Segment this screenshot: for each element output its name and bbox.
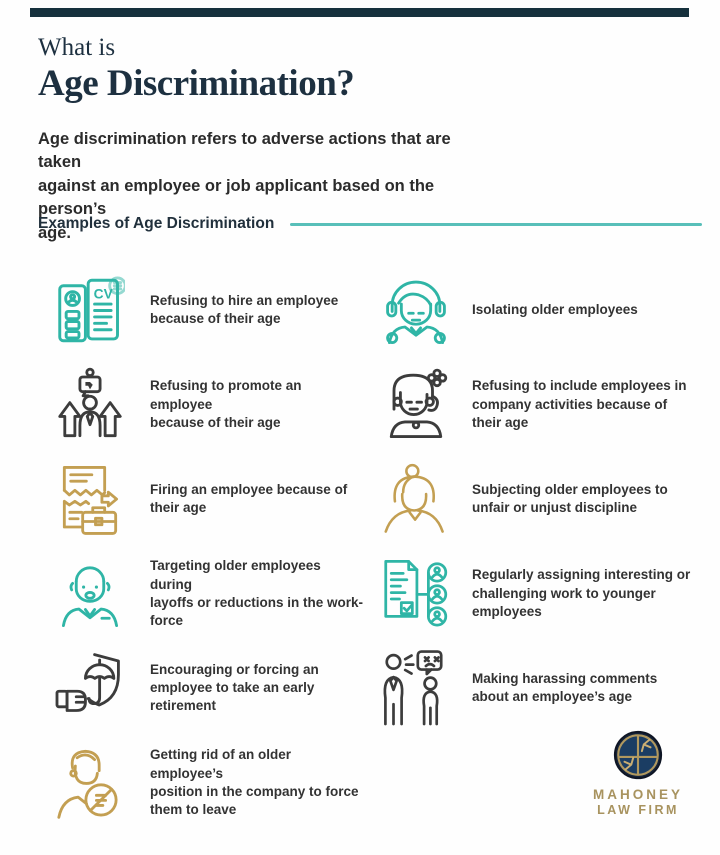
older-employee-layoff-icon bbox=[42, 555, 138, 632]
example-item: Regularly assigning interesting or chall… bbox=[372, 547, 706, 642]
header: What is Age Discrimination? bbox=[38, 34, 355, 105]
section-divider-line bbox=[290, 222, 702, 226]
example-item: CV Refusing to hire an employee because o… bbox=[42, 263, 366, 358]
example-text: Subjecting older employees to unfair or … bbox=[472, 482, 668, 516]
svg-text:CV: CV bbox=[94, 286, 114, 301]
umbrella-shield-retirement-icon bbox=[42, 650, 138, 727]
isolated-employee-icon bbox=[372, 272, 460, 349]
example-text: Making harassing comments about an emplo… bbox=[472, 671, 658, 705]
example-item: Targeting older employees during layoffs… bbox=[42, 547, 366, 642]
example-text: Refusing to include employees in company… bbox=[472, 378, 687, 430]
brand-name: MAHONEY bbox=[592, 787, 683, 802]
harassing-comments-icon bbox=[372, 650, 460, 726]
example-item: Making harassing comments about an emplo… bbox=[372, 641, 706, 736]
example-item: Encouraging or forcing an employee to ta… bbox=[42, 641, 366, 736]
brand-subname: LAW FIRM bbox=[597, 803, 679, 817]
example-item: Refusing to include employees in company… bbox=[372, 358, 706, 453]
top-accent-bar bbox=[30, 8, 689, 17]
excluded-employee-icon bbox=[372, 366, 460, 443]
example-text: Firing an employee because of their age bbox=[150, 482, 348, 516]
termination-briefcase-icon bbox=[42, 461, 138, 538]
example-text: Refusing to hire an employee because of … bbox=[150, 293, 339, 327]
promotion-denied-icon bbox=[42, 366, 138, 443]
example-item: Isolating older employees bbox=[372, 263, 706, 358]
example-item: Subjecting older employees to unfair or … bbox=[372, 452, 706, 547]
law-firm-logo: MAHONEY LAW FIRM bbox=[578, 729, 698, 817]
example-text: Getting rid of an older employee’s posit… bbox=[150, 747, 359, 817]
examples-column-right: Isolating older employees Refusing to inc… bbox=[372, 263, 706, 736]
title-line-1: What is bbox=[38, 34, 116, 61]
eliminated-position-icon bbox=[42, 744, 138, 821]
example-text: Regularly assigning interesting or chall… bbox=[472, 567, 691, 619]
mahoney-logo-emblem bbox=[613, 730, 663, 780]
example-item: Refusing to promote an employee because … bbox=[42, 358, 366, 453]
page-title: Age Discrimination? bbox=[38, 63, 355, 104]
example-text: Targeting older employees during layoffs… bbox=[150, 558, 364, 628]
section-header-row: Examples of Age Discrimination bbox=[38, 215, 702, 233]
intro-paragraph: Age discrimination refers to adverse act… bbox=[38, 130, 451, 242]
task-assignment-icon bbox=[372, 555, 460, 632]
example-item: Getting rid of an older employee’s posit… bbox=[42, 736, 366, 831]
example-text: Encouraging or forcing an employee to ta… bbox=[150, 661, 319, 714]
examples-column-left: CV Refusing to hire an employee because o… bbox=[42, 263, 366, 830]
example-item: Firing an employee because of their age bbox=[42, 452, 366, 547]
older-woman-discipline-icon bbox=[372, 461, 460, 538]
example-text: Refusing to promote an employee because … bbox=[150, 378, 302, 430]
section-header: Examples of Age Discrimination bbox=[38, 215, 275, 232]
cv-resume-icon: CV bbox=[42, 272, 138, 349]
example-text: Isolating older employees bbox=[472, 302, 638, 318]
